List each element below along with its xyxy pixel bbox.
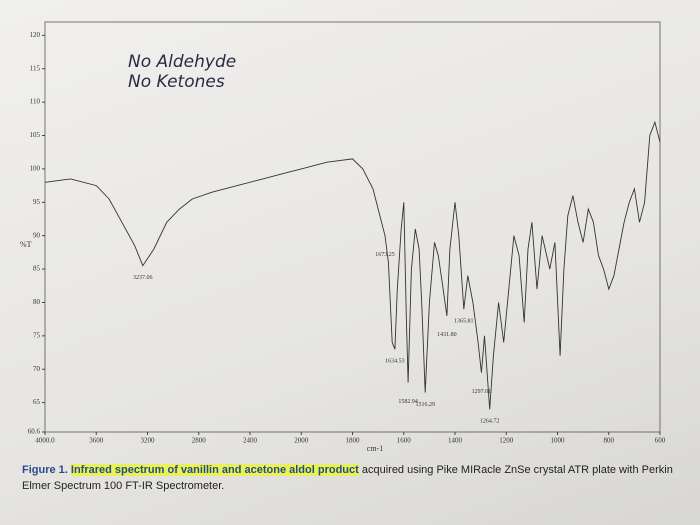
y-axis-label: %T — [20, 240, 32, 249]
peak-label: 1365.81 — [454, 319, 474, 325]
x-tick-label: 1200 — [499, 437, 514, 445]
peak-label: 3237.06 — [133, 275, 153, 281]
peak-label: 1297.01 — [472, 389, 492, 395]
x-axis-label: cm-1 — [367, 444, 383, 453]
y-tick-label: 65 — [33, 398, 41, 406]
x-tick-label: 1800 — [346, 437, 361, 445]
y-tick-label: 80 — [33, 298, 41, 306]
peak-label: 1673.25 — [375, 252, 395, 258]
peak-label: 1264.72 — [480, 419, 500, 425]
y-tick-label: 110 — [30, 98, 41, 106]
handwritten-note: No Ketones — [128, 72, 225, 92]
y-tick-label: 100 — [30, 165, 41, 173]
caption: Figure 1. Infrared spectrum of vanillin … — [22, 462, 682, 494]
chart: %T cm-1 60.6 65 70 75 80 85 90 95 100 105 110 115 12… — [20, 21, 666, 453]
caption-lead: Figure 1. — [22, 464, 68, 476]
y-tick-label: 95 — [33, 198, 41, 206]
peak-label: 1634.53 — [385, 359, 405, 365]
y-tick-label: 115 — [30, 64, 41, 72]
y-tick-label: 70 — [33, 365, 41, 373]
y-tick-label: 60.6 — [28, 428, 41, 436]
spectrum-line — [44, 120, 661, 410]
y-tick-label: 120 — [30, 31, 41, 39]
x-tick-label: 2800 — [192, 437, 207, 445]
peak-label: 1582.94 — [398, 399, 418, 405]
peak-label: 1431.80 — [437, 332, 457, 338]
x-tick-label: 3600 — [89, 437, 104, 445]
peak-label: 1516.29 — [415, 402, 435, 408]
caption-text: acquired using Pike MIRacle ZnSe crystal… — [22, 464, 673, 492]
x-tick-label: 800 — [604, 437, 615, 445]
x-tick-label: 1600 — [397, 437, 412, 445]
x-tick-label: 1000 — [551, 437, 566, 445]
x-tick-label: 2400 — [243, 437, 258, 445]
x-tick-label: 4000.0 — [35, 437, 55, 445]
y-tick-label: 75 — [33, 331, 41, 339]
handwritten-note: No Aldehyde — [128, 52, 236, 72]
x-tick-label: 1400 — [448, 437, 463, 445]
y-tick-label: 90 — [33, 231, 41, 239]
y-tick-label: 85 — [33, 265, 41, 273]
x-tick-label: 2000 — [294, 437, 309, 445]
x-tick-label: 3200 — [141, 437, 156, 445]
caption-highlight: Infrared spectrum of vanillin and aceton… — [70, 464, 359, 476]
y-tick-label: 105 — [30, 131, 41, 139]
x-tick-label: 600 — [655, 437, 666, 445]
